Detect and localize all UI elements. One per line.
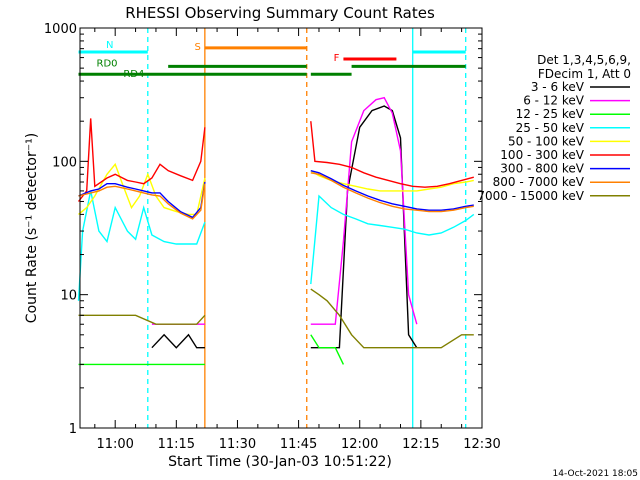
- series-line-5-1: [310, 121, 474, 188]
- x-tick-label-1: 11:15: [158, 437, 195, 452]
- chart-title: RHESSI Observing Summary Count Rates: [125, 4, 435, 22]
- x-tick-label-0: 11:00: [96, 437, 133, 452]
- y-tick-label-2: 100: [52, 155, 77, 170]
- legend-label-4: 50 - 100 keV: [508, 134, 585, 148]
- series-line-6-0: [78, 181, 206, 219]
- flag-label-rd0: RD0: [97, 58, 118, 69]
- vertical-markers: [147, 28, 467, 428]
- legend-label-2: 12 - 25 keV: [516, 107, 585, 121]
- series-line-7-0: [78, 183, 206, 220]
- flag-label-n: N: [106, 40, 113, 51]
- y-tick-label-1: 10: [60, 289, 77, 304]
- legend-title-line-0: Det 1,3,4,5,6,9,: [537, 53, 631, 67]
- x-axis-label: Start Time (30-Jan-03 10:51:22): [168, 454, 392, 470]
- series-line-1-1: [310, 96, 418, 325]
- series-line-3-0: [77, 190, 206, 301]
- legend-label-3: 25 - 50 keV: [516, 121, 585, 135]
- x-tick-label-4: 12:00: [341, 437, 378, 452]
- axes: 1 10 100 1000 11:00 11:15 11:30 11:45 12:00 12:15…: [44, 22, 501, 452]
- flag-label-rd4: RD4: [123, 69, 144, 80]
- series-lines: [77, 96, 475, 366]
- x-tick-label-5: 12:15: [402, 437, 439, 452]
- series-line-2-1: [310, 334, 345, 365]
- series-line-8-0: [78, 314, 206, 325]
- legend-title-line-1: FDecim 1, Att 0: [538, 67, 631, 81]
- legend-label-8: 7000 - 15000 keV: [477, 189, 584, 203]
- legend-label-1: 6 - 12 keV: [523, 94, 585, 108]
- legend-label-6: 300 - 800 keV: [500, 162, 584, 176]
- legend-label-7: 800 - 7000 keV: [493, 175, 585, 189]
- x-tick-label-6: 12:30: [463, 437, 500, 452]
- flag-bars: N S F RD0 RD4: [78, 40, 466, 80]
- series-line-8-1: [310, 288, 474, 349]
- series-line-6-1: [310, 170, 474, 211]
- x-tick-label-3: 11:45: [280, 437, 317, 452]
- legend-label-0: 3 - 6 keV: [531, 80, 585, 94]
- series-line-3-1: [310, 194, 475, 285]
- date-stamp: 14-Oct-2021 18:05: [553, 469, 638, 479]
- series-line-0-0: [151, 333, 205, 349]
- series-line-7-1: [310, 172, 474, 213]
- legend-label-5: 100 - 300 keV: [500, 148, 584, 162]
- y-tick-label-0: 1: [69, 422, 77, 437]
- y-tick-label-3: 1000: [44, 22, 77, 37]
- flag-label-f: F: [334, 53, 340, 64]
- legend: Det 1,3,4,5,6,9,FDecim 1, Att 03 - 6 keV…: [477, 53, 631, 203]
- flag-label-s: S: [194, 42, 200, 53]
- x-tick-label-2: 11:30: [219, 437, 256, 452]
- series-line-5-0: [77, 118, 206, 202]
- y-axis-label: Count Rate (s⁻¹ detector⁻¹): [24, 133, 40, 323]
- plot-frame: [79, 27, 483, 429]
